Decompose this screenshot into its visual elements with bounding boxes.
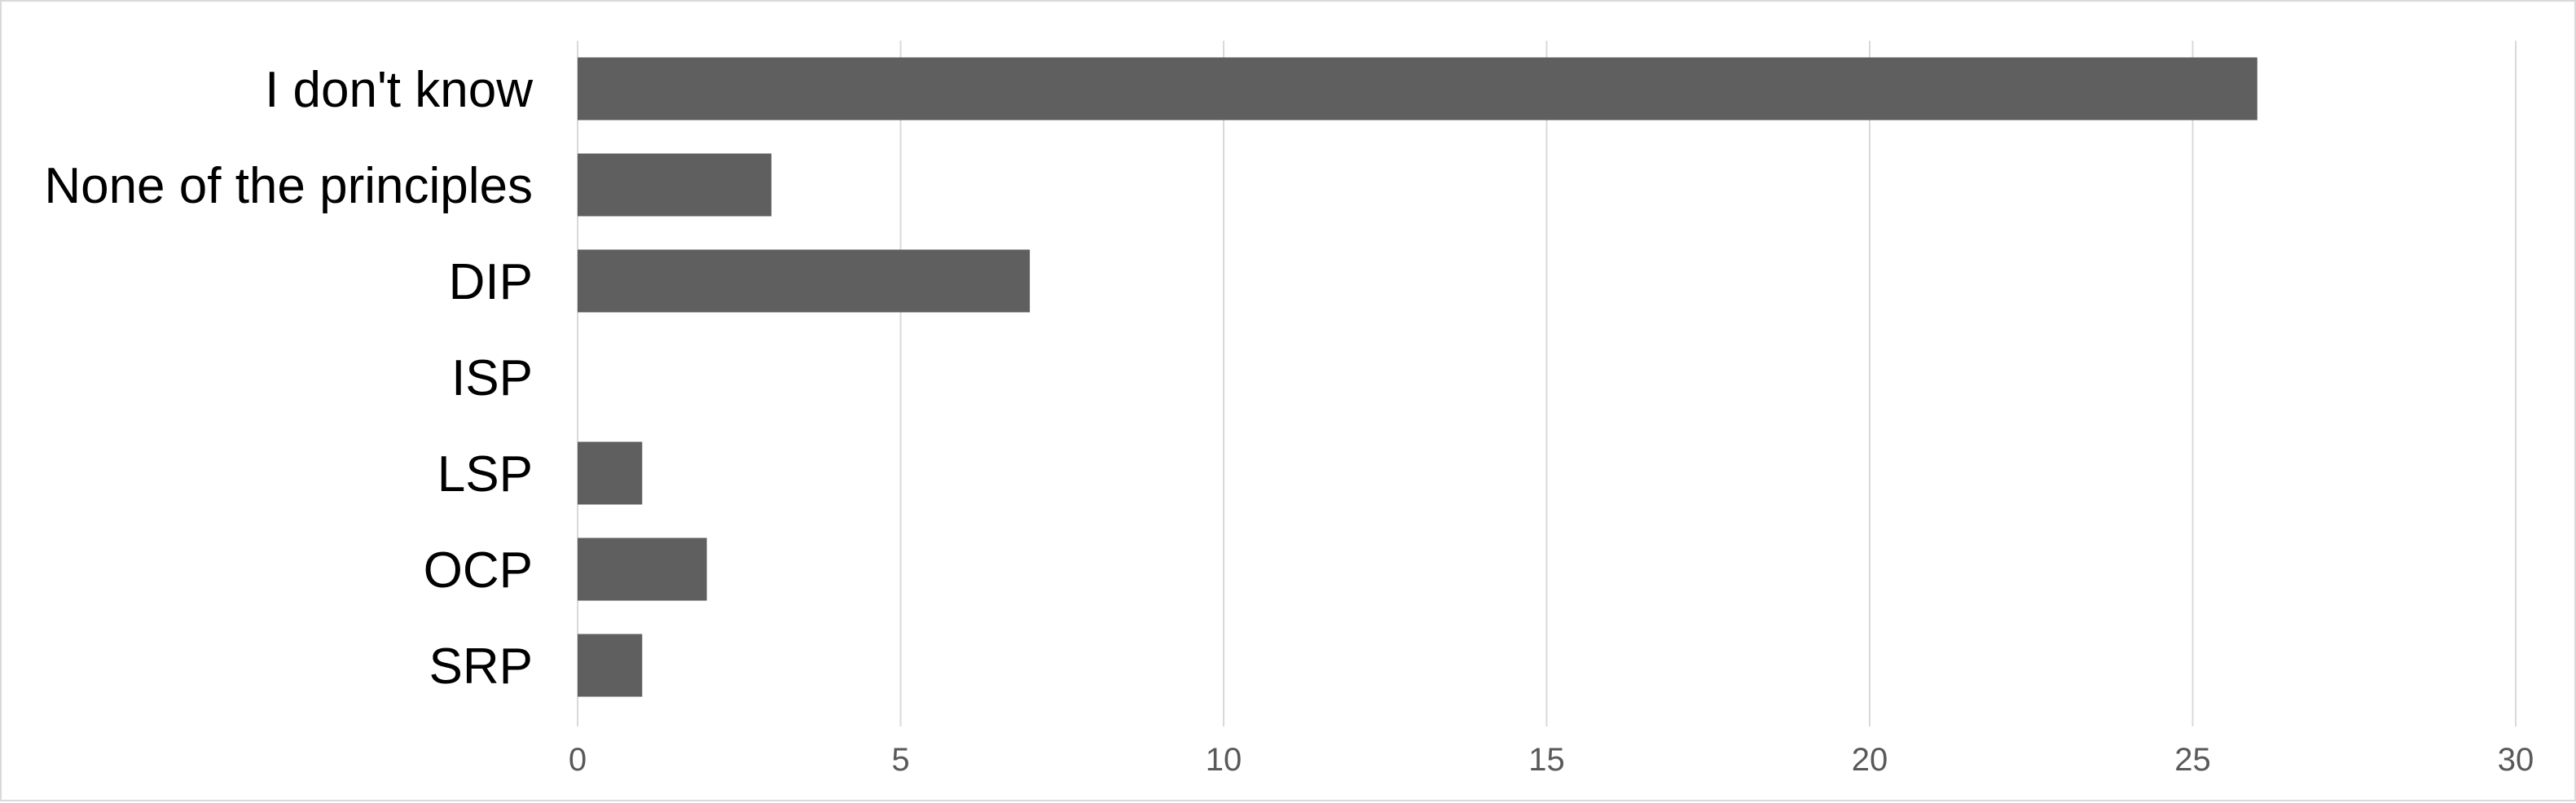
grid-lines — [577, 41, 2517, 726]
category-label: None of the principles — [44, 158, 533, 214]
x-tick-label: 5 — [891, 742, 909, 778]
bar-lsp — [578, 441, 643, 505]
category-labels: I don't know None of the principles DIP ISP… — [44, 62, 533, 695]
x-tick-label: 15 — [1528, 742, 1565, 778]
category-label: ISP — [451, 350, 533, 406]
category-label: SRP — [429, 638, 533, 695]
bar-i-don-t-know — [578, 57, 2257, 121]
category-label: OCP — [424, 542, 533, 599]
category-label: LSP — [437, 446, 533, 502]
bar-dip — [578, 249, 1031, 313]
x-tick-label: 0 — [569, 742, 587, 778]
x-tick-label: 10 — [1206, 742, 1242, 778]
x-tick-label: 30 — [2498, 742, 2534, 778]
x-tick-label: 20 — [1852, 742, 1888, 778]
bar-srp — [578, 634, 643, 697]
bars — [578, 57, 2257, 697]
category-label: I don't know — [265, 62, 533, 118]
x-axis-tick-labels: 0 5 10 15 20 25 30 — [569, 742, 2534, 778]
x-tick-label: 25 — [2174, 742, 2211, 778]
bar-ocp — [578, 538, 707, 601]
bar-none-of-the-principles — [578, 153, 771, 217]
category-label: DIP — [449, 254, 533, 310]
